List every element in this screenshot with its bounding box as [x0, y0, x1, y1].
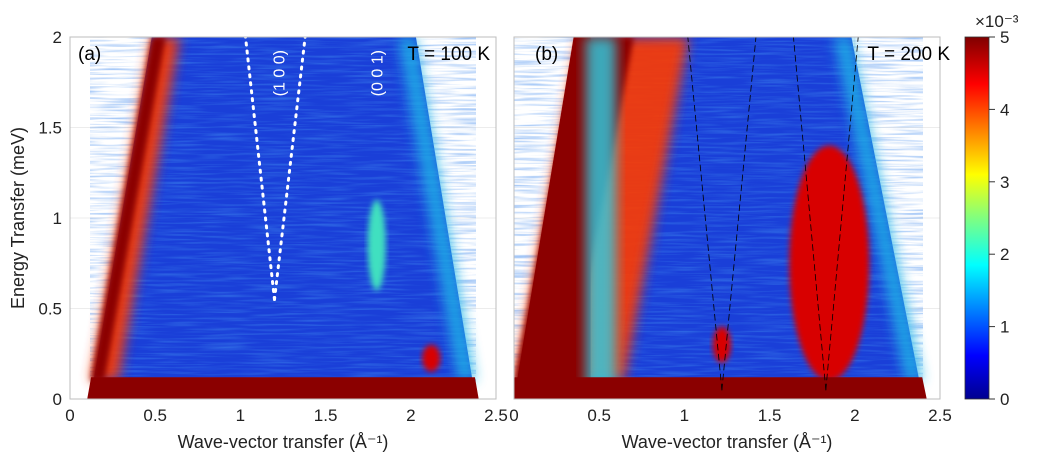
y-tick-label: 2 — [53, 28, 62, 47]
panel-b: 0 0.5 1 1.5 2 2.5 (b) T = 200 K Wave-vector t… — [509, 36, 952, 452]
panel-a-temperature: T = 100 K — [407, 44, 490, 65]
x-tick-label: 0 — [509, 406, 518, 425]
panel-a: (0 0 1) (1 0 0) 0 0.5 1 1.5 2 2.5 0 0.5 1 1.5 2 (a… — [8, 28, 508, 452]
colorbar: 0 1 2 3 4 5 ×10⁻³ — [964, 12, 1019, 409]
elastic-line — [87, 377, 479, 399]
feature-label: (0 0 1) — [370, 50, 387, 96]
panel-a-x-axis-label: Wave-vector transfer (Å⁻¹) — [178, 432, 389, 452]
y-tick-label: 0.5 — [38, 300, 62, 319]
panel-a-x-ticks: 0 0.5 1 1.5 2 2.5 — [65, 406, 508, 425]
panel-a-label: (a) — [78, 44, 101, 65]
panel-b-heatmap — [514, 37, 927, 399]
colorbar-tick-label: 3 — [1000, 173, 1009, 192]
panel-b-x-axis-label: Wave-vector transfer (Å⁻¹) — [622, 432, 833, 452]
x-tick-label: 2.5 — [928, 406, 952, 425]
y-tick-label: 1.5 — [38, 119, 62, 138]
panel-b-frame — [513, 36, 941, 400]
intensity-feature — [367, 199, 386, 291]
panel-b-x-ticks: 0 0.5 1 1.5 2 2.5 — [509, 406, 952, 425]
panel-a-frame — [69, 36, 497, 400]
y-tick-label: 0 — [53, 390, 62, 409]
cyan-band-left — [585, 37, 617, 399]
colorbar-tick-label: 4 — [1000, 100, 1009, 119]
panel-a-features: (0 0 1) (1 0 0) — [244, 35, 387, 301]
colorbar-scale — [964, 36, 990, 400]
dispersion-guide-line — [825, 36, 859, 391]
x-tick-label: 0 — [65, 406, 74, 425]
intensity-feature — [422, 344, 441, 372]
dispersion-guide-line — [793, 36, 827, 391]
y-tick-label: 1 — [53, 209, 62, 228]
panel-b-temperature: T = 200 K — [867, 44, 950, 65]
elastic-line — [514, 377, 927, 399]
dispersion-guide-line — [687, 36, 723, 391]
y-axis-label: Energy Transfer (meV) — [8, 127, 28, 309]
colorbar-tick-label: 2 — [1000, 245, 1009, 264]
panel-b-features — [687, 36, 859, 391]
intensity-feature — [789, 145, 870, 381]
intensity-feature — [712, 326, 731, 363]
feature-label: (1 0 0) — [272, 50, 289, 96]
x-tick-label: 2 — [406, 406, 415, 425]
x-tick-label: 1 — [680, 406, 689, 425]
x-tick-label: 0.5 — [143, 406, 167, 425]
x-tick-label: 1.5 — [758, 406, 782, 425]
colorbar-tick-label: 5 — [1000, 28, 1009, 47]
saturated-wedge-left — [514, 37, 591, 399]
colorbar-exponent: ×10⁻³ — [975, 12, 1019, 31]
colorbar-ticks: 0 1 2 3 4 5 — [989, 28, 1009, 409]
x-tick-label: 1.5 — [314, 406, 338, 425]
panel-b-label: (b) — [535, 44, 558, 65]
colorbar-tick-label: 0 — [1000, 390, 1009, 409]
x-tick-label: 2 — [850, 406, 859, 425]
edge-cool-right — [833, 37, 923, 381]
x-tick-label: 0.5 — [587, 406, 611, 425]
x-tick-label: 2.5 — [484, 406, 508, 425]
edge-saturated-left — [90, 37, 166, 381]
edge-cool-right — [397, 37, 476, 381]
dispersion-guide-line — [721, 36, 757, 391]
panel-a-y-ticks: 0 0.5 1 1.5 2 — [38, 28, 62, 409]
colorbar-tick-label: 1 — [1000, 318, 1009, 337]
panel-a-heatmap — [87, 37, 479, 399]
x-tick-label: 1 — [236, 406, 245, 425]
